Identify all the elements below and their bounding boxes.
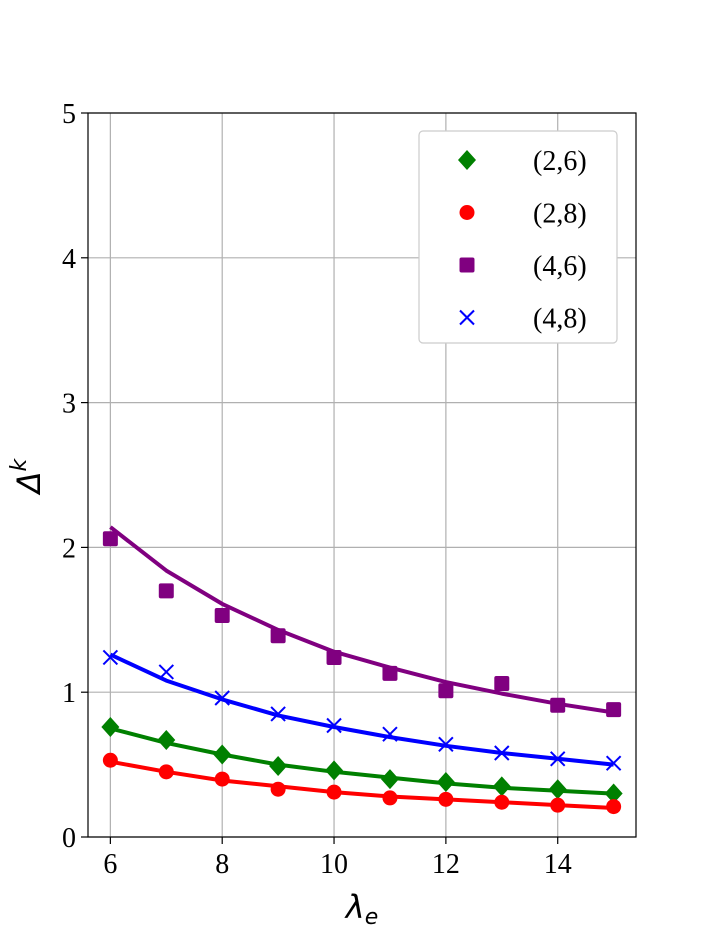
data-point-series-3 bbox=[605, 755, 622, 771]
data-point-series-1 bbox=[270, 781, 286, 797]
data-point-series-2 bbox=[102, 531, 118, 547]
data-point-series-1 bbox=[382, 790, 398, 806]
data-point-series-1 bbox=[494, 794, 510, 810]
data-point-series-1 bbox=[606, 799, 622, 815]
data-point-series-0 bbox=[548, 779, 567, 800]
x-tick-label: 6 bbox=[103, 849, 117, 880]
y-axis-title: Δk bbox=[7, 457, 48, 496]
data-point-series-3 bbox=[102, 649, 119, 666]
fit-line-series-2 bbox=[109, 525, 614, 715]
data-point-series-3 bbox=[214, 690, 230, 706]
data-point-series-2 bbox=[326, 649, 342, 665]
data-point-series-2 bbox=[494, 676, 510, 692]
data-point-series-3 bbox=[550, 751, 566, 767]
data-point-series-0 bbox=[101, 716, 120, 737]
data-point-series-0 bbox=[380, 769, 399, 790]
data-point-series-2 bbox=[158, 583, 174, 599]
data-point-series-3 bbox=[158, 664, 174, 680]
data-point-series-3 bbox=[438, 736, 454, 753]
fit-lines bbox=[109, 525, 614, 810]
data-point-series-0 bbox=[604, 783, 623, 804]
legend: (2,6) (2,8) (4,6) (4,8) bbox=[418, 130, 618, 344]
y-tick-label: 1 bbox=[62, 678, 76, 709]
legend-marker-1 bbox=[459, 205, 475, 220]
legend-label-0: (2,6) bbox=[533, 146, 587, 177]
fit-line-series-1 bbox=[110, 759, 614, 810]
data-point-series-1 bbox=[550, 797, 566, 813]
fit-line-series-0 bbox=[109, 726, 614, 796]
data-point-series-0 bbox=[436, 771, 455, 792]
data-point-series-3 bbox=[494, 745, 510, 761]
y-tick-label: 2 bbox=[62, 533, 76, 564]
data-point-series-0 bbox=[492, 776, 511, 797]
data-point-series-2 bbox=[382, 665, 398, 681]
data-point-series-2 bbox=[438, 683, 454, 699]
data-markers bbox=[101, 531, 623, 815]
legend-marker-3 bbox=[459, 309, 475, 326]
data-point-series-1 bbox=[158, 764, 174, 780]
y-tick-label: 5 bbox=[62, 99, 76, 130]
data-point-series-0 bbox=[213, 744, 232, 765]
x-tick-label: 14 bbox=[544, 849, 572, 880]
legend-frame bbox=[418, 130, 618, 344]
x-tick-label: 10 bbox=[320, 849, 348, 880]
data-point-series-2 bbox=[214, 607, 230, 623]
fit-line-series-3 bbox=[109, 652, 614, 767]
data-point-series-1 bbox=[326, 784, 342, 800]
y-tick-label: 0 bbox=[62, 823, 76, 854]
legend-label-2: (4,6) bbox=[533, 251, 587, 282]
legend-label-1: (2,8) bbox=[533, 199, 587, 230]
data-point-series-3 bbox=[326, 717, 342, 734]
data-point-series-2 bbox=[606, 702, 622, 718]
x-tick-label: 8 bbox=[215, 849, 229, 880]
data-point-series-1 bbox=[438, 791, 454, 807]
data-point-series-0 bbox=[269, 756, 288, 777]
data-point-series-0 bbox=[157, 729, 176, 750]
data-point-series-0 bbox=[325, 760, 344, 781]
x-axis-title: λe bbox=[344, 888, 378, 930]
legend-marker-0 bbox=[458, 150, 476, 170]
data-point-series-1 bbox=[214, 771, 230, 787]
data-point-series-2 bbox=[270, 628, 286, 644]
x-tick-label: 12 bbox=[432, 849, 460, 880]
legend-label-3: (4,8) bbox=[533, 304, 587, 335]
data-point-series-1 bbox=[102, 752, 118, 768]
y-tick-label: 3 bbox=[62, 389, 76, 420]
data-point-series-3 bbox=[270, 706, 286, 722]
data-point-series-2 bbox=[550, 697, 566, 713]
legend-marker-2 bbox=[459, 257, 475, 273]
y-tick-label: 4 bbox=[62, 244, 76, 275]
data-point-series-3 bbox=[382, 726, 398, 742]
plot-frame bbox=[87, 112, 637, 838]
